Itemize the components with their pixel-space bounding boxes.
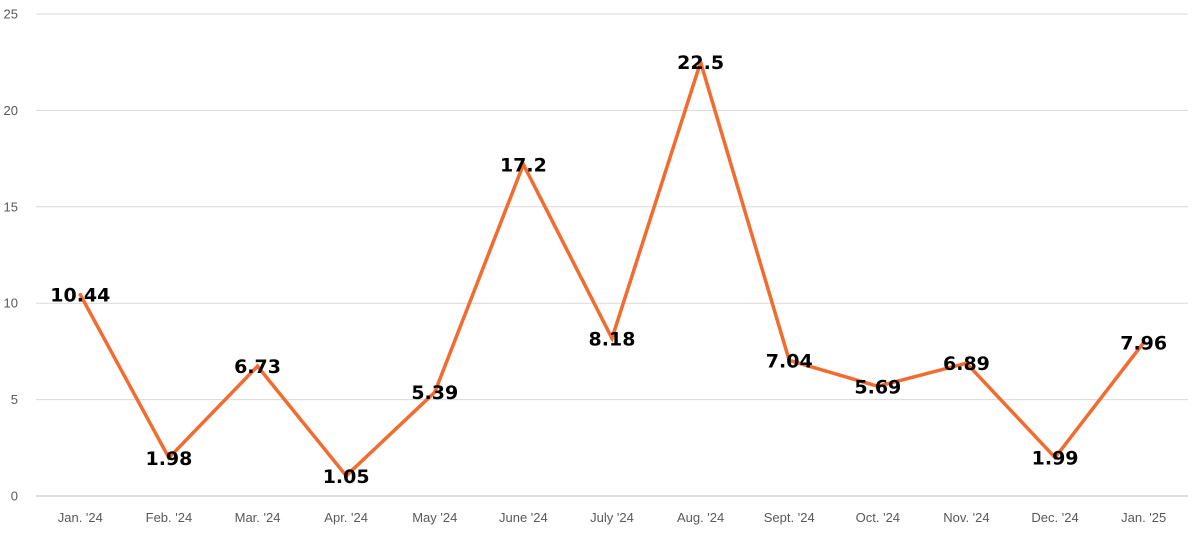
data-labels: 10.44 1.98 6.73 1.05 5.39 17.2 8.18 22.5 7.04 5.6… xyxy=(50,52,1167,488)
data-label: 5.39 xyxy=(411,382,458,404)
data-point xyxy=(78,292,83,297)
y-tick-label: 5 xyxy=(11,392,18,407)
x-tick-label: Aug. '24 xyxy=(677,510,724,525)
x-tick-label: Dec. '24 xyxy=(1031,510,1078,525)
y-tick-label: 20 xyxy=(4,103,18,118)
y-axis-ticks: 0 5 10 15 20 25 xyxy=(4,7,18,504)
x-tick-label: Feb. '24 xyxy=(146,510,193,525)
x-tick-label: June '24 xyxy=(499,510,548,525)
data-label: 6.73 xyxy=(234,356,281,378)
x-tick-label: Mar. '24 xyxy=(235,510,281,525)
data-point xyxy=(344,473,348,478)
y-tick-label: 15 xyxy=(4,199,18,214)
data-point xyxy=(255,364,260,369)
y-tick-label: 0 xyxy=(11,489,18,504)
data-label: 17.2 xyxy=(500,154,547,176)
data-label: 5.69 xyxy=(854,376,901,398)
x-tick-label: Nov. '24 xyxy=(943,510,989,525)
data-label: 1.99 xyxy=(1032,448,1079,470)
data-label: 8.18 xyxy=(589,328,636,350)
x-tick-label: May '24 xyxy=(412,510,457,525)
x-tick-label: Apr. '24 xyxy=(324,510,368,525)
data-label: 7.04 xyxy=(766,350,813,372)
data-point xyxy=(167,456,171,460)
x-tick-label: Sept. '24 xyxy=(764,510,815,525)
data-label: 7.96 xyxy=(1120,333,1167,355)
data-point xyxy=(1141,340,1146,345)
x-tick-label: Jan. '25 xyxy=(1121,510,1166,525)
data-label: 22.5 xyxy=(677,52,724,74)
series-line xyxy=(78,56,1146,479)
y-tick-label: 25 xyxy=(4,7,18,22)
data-point xyxy=(521,162,526,167)
data-label: 1.98 xyxy=(145,448,192,470)
data-point xyxy=(964,361,969,365)
series-line-layer xyxy=(78,56,1146,479)
data-point xyxy=(610,336,614,341)
x-axis-ticks: Jan. '24 Feb. '24 Mar. '24 Apr. '24 May '24 J… xyxy=(58,510,1167,525)
y-tick-label: 10 xyxy=(4,296,18,311)
gridlines xyxy=(36,13,1188,497)
data-point xyxy=(1053,455,1057,460)
data-point xyxy=(876,384,880,389)
data-point xyxy=(787,358,792,363)
data-point xyxy=(698,60,703,64)
data-label: 10.44 xyxy=(50,285,110,307)
data-label: 6.89 xyxy=(943,353,990,375)
x-tick-label: July '24 xyxy=(590,510,634,525)
data-label: 1.05 xyxy=(323,466,370,488)
x-tick-label: Oct. '24 xyxy=(856,510,900,525)
x-tick-label: Jan. '24 xyxy=(58,510,103,525)
data-point xyxy=(432,390,437,394)
